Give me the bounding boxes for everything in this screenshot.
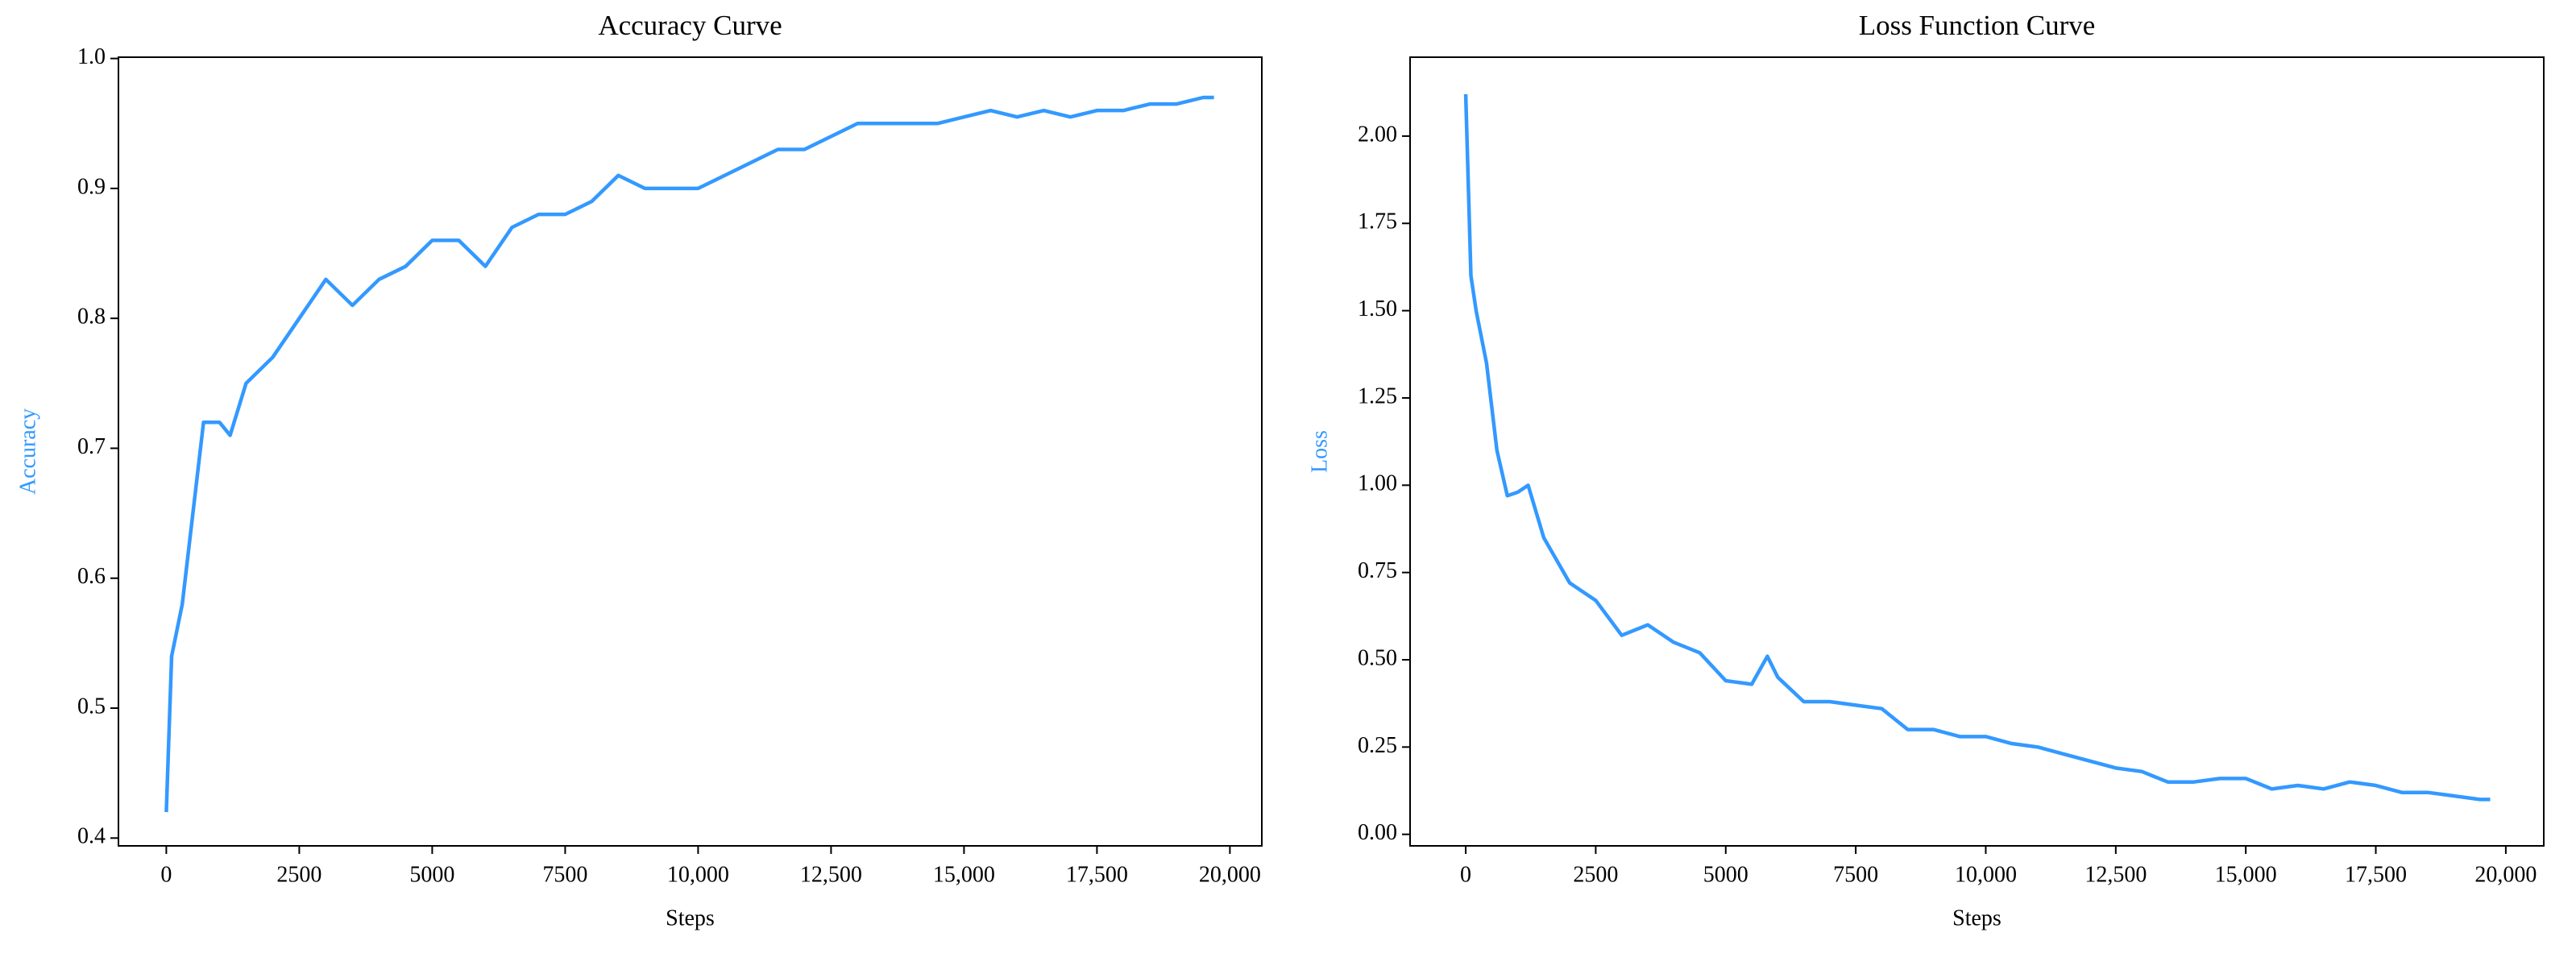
y-tick-label: 0.4 bbox=[77, 824, 106, 849]
y-tick-label: 1.50 bbox=[1358, 296, 1397, 321]
x-axis-label: Steps bbox=[1952, 905, 2001, 930]
x-tick-label: 17,500 bbox=[2345, 862, 2407, 887]
x-tick-label: 20,000 bbox=[2474, 862, 2537, 887]
y-tick-label: 0.00 bbox=[1358, 820, 1397, 845]
x-tick-label: 7500 bbox=[542, 862, 587, 887]
x-tick-label: 17,500 bbox=[1066, 862, 1128, 887]
x-tick-label: 0 bbox=[160, 862, 172, 887]
x-tick-label: 15,000 bbox=[933, 862, 995, 887]
y-tick-label: 1.25 bbox=[1358, 383, 1397, 408]
y-tick-label: 0.6 bbox=[77, 564, 106, 589]
y-tick-label: 2.00 bbox=[1358, 122, 1397, 147]
x-tick-label: 5000 bbox=[1703, 862, 1748, 887]
x-tick-label: 0 bbox=[1460, 862, 1471, 887]
x-tick-label: 2500 bbox=[1573, 862, 1618, 887]
data-line bbox=[1463, 93, 2491, 802]
y-tick-label: 1.75 bbox=[1358, 209, 1397, 234]
x-tick-label: 10,000 bbox=[667, 862, 729, 887]
data-line bbox=[164, 95, 1214, 813]
y-tick-label: 0.75 bbox=[1358, 558, 1397, 583]
y-tick-label: 1.0 bbox=[77, 44, 106, 69]
x-tick-label: 15,000 bbox=[2215, 862, 2277, 887]
x-tick-label: 5000 bbox=[409, 862, 454, 887]
chart-title: Accuracy Curve bbox=[598, 10, 782, 41]
y-axis-label: Loss bbox=[1307, 430, 1332, 473]
y-tick-label: 0.50 bbox=[1358, 645, 1397, 670]
y-tick-label: 0.25 bbox=[1358, 733, 1397, 758]
y-tick-label: 0.9 bbox=[77, 174, 106, 199]
y-tick-label: 0.7 bbox=[77, 434, 106, 459]
y-axis-label: Accuracy bbox=[15, 408, 40, 495]
y-tick-label: 0.5 bbox=[77, 694, 106, 719]
plot-frame bbox=[1409, 56, 2545, 847]
x-tick-label: 2500 bbox=[276, 862, 321, 887]
chart-title: Loss Function Curve bbox=[1859, 10, 2096, 41]
x-tick-label: 12,500 bbox=[800, 862, 862, 887]
x-axis-label: Steps bbox=[666, 905, 715, 930]
x-tick-label: 20,000 bbox=[1199, 862, 1261, 887]
y-tick-label: 0.8 bbox=[77, 305, 106, 329]
plot-frame bbox=[118, 56, 1263, 847]
y-tick-label: 1.00 bbox=[1358, 471, 1397, 496]
x-tick-label: 12,500 bbox=[2084, 862, 2147, 887]
x-tick-label: 10,000 bbox=[1955, 862, 2017, 887]
x-tick-label: 7500 bbox=[1833, 862, 1878, 887]
